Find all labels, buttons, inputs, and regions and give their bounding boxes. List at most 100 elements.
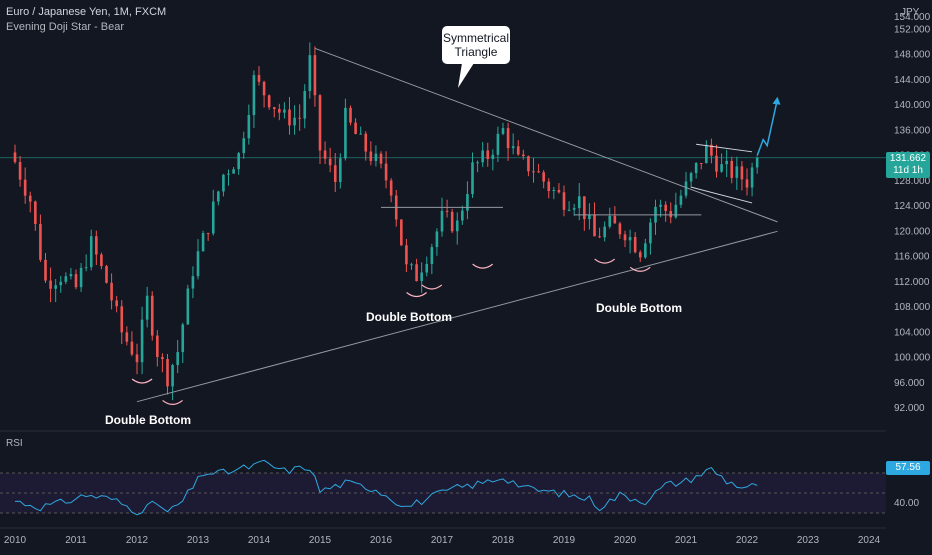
candle xyxy=(110,273,113,310)
candle-body xyxy=(633,236,637,253)
candle-body xyxy=(100,254,103,267)
candle xyxy=(206,232,210,241)
candle-body xyxy=(740,166,744,180)
candle-body xyxy=(557,189,561,193)
candle-body xyxy=(150,295,154,336)
candle-body xyxy=(227,173,230,175)
time-tick-label: 2015 xyxy=(309,535,332,546)
candle xyxy=(618,221,622,239)
price-tick-label: 128.000 xyxy=(894,176,931,187)
candle-body xyxy=(542,172,545,182)
candle-body xyxy=(125,332,129,342)
candle-body xyxy=(466,194,469,211)
candle-body xyxy=(283,109,286,113)
candle-body xyxy=(669,210,673,218)
candle xyxy=(354,118,357,135)
candle xyxy=(710,138,713,164)
candle xyxy=(735,156,739,190)
candle-body xyxy=(313,55,317,96)
candle xyxy=(303,84,307,129)
candle-body xyxy=(567,209,571,211)
candle-body xyxy=(308,55,312,92)
candle xyxy=(186,284,190,325)
candle xyxy=(39,214,42,262)
candle-body xyxy=(613,215,617,224)
double-bottom-arc xyxy=(594,258,616,264)
candle xyxy=(598,227,601,239)
candle-body xyxy=(206,233,210,235)
candle xyxy=(730,156,734,184)
candle-body xyxy=(562,192,566,210)
candle-body xyxy=(547,181,551,192)
price-tick-label: 136.000 xyxy=(894,125,931,136)
candle xyxy=(201,230,205,252)
candle-body xyxy=(74,274,78,288)
candle-body xyxy=(354,122,357,135)
candle-body xyxy=(110,282,113,301)
candle-body xyxy=(369,151,373,161)
time-tick-label: 2022 xyxy=(736,535,759,546)
candle xyxy=(105,264,108,284)
candle xyxy=(720,153,723,173)
candle xyxy=(522,149,525,160)
candle xyxy=(191,266,195,299)
candle-body xyxy=(389,180,393,196)
candle xyxy=(54,279,57,303)
candle xyxy=(440,197,444,237)
candle-body xyxy=(201,233,205,252)
candle-body xyxy=(171,365,174,387)
candle-body xyxy=(435,231,439,248)
candle-body xyxy=(689,173,693,182)
candle xyxy=(466,181,469,220)
time-tick-label: 2019 xyxy=(553,535,576,546)
candle xyxy=(272,106,276,118)
candle xyxy=(567,201,571,212)
double-bottom-arc xyxy=(629,266,651,272)
candle-body xyxy=(344,107,347,159)
candle xyxy=(237,151,240,175)
candle-body xyxy=(481,150,484,163)
candle xyxy=(196,239,200,280)
candle xyxy=(278,103,281,121)
time-tick-label: 2021 xyxy=(675,535,698,546)
price-tick-label: 108.000 xyxy=(894,302,931,313)
projection-arrow xyxy=(756,98,779,156)
time-tick-label: 2012 xyxy=(126,535,149,546)
candle xyxy=(501,122,505,136)
candle-body xyxy=(455,220,459,232)
candle xyxy=(232,166,235,174)
candle xyxy=(176,339,179,374)
candle-body xyxy=(649,222,652,244)
candle-body xyxy=(262,81,266,96)
candle xyxy=(23,167,27,204)
candle xyxy=(323,141,327,165)
double-bottom-arc xyxy=(472,263,494,269)
rsi-current-value: 57.56 xyxy=(895,462,921,473)
candle xyxy=(659,199,662,218)
candle-body xyxy=(572,208,576,210)
candle xyxy=(389,178,393,203)
time-tick-label: 2016 xyxy=(370,535,393,546)
candle-body xyxy=(430,247,434,264)
rsi-label: RSI xyxy=(6,438,23,449)
candle-body xyxy=(699,163,703,165)
candle xyxy=(156,330,159,367)
candle xyxy=(125,326,129,346)
candle-body xyxy=(298,117,301,119)
candle xyxy=(430,243,434,275)
candle-body xyxy=(522,154,525,157)
callout-pointer xyxy=(458,63,474,88)
price-tick-label: 112.000 xyxy=(894,277,930,288)
candle-body xyxy=(405,245,408,265)
candle-body xyxy=(644,243,647,258)
candle-body xyxy=(537,171,540,173)
candle xyxy=(537,163,540,173)
candle xyxy=(410,262,413,270)
time-tick-label: 2023 xyxy=(797,535,820,546)
countdown-value: 11d 1h xyxy=(893,165,923,176)
candle-body xyxy=(196,251,200,277)
candle-body xyxy=(440,210,444,232)
candle-body xyxy=(222,174,225,192)
candle-body xyxy=(664,204,667,211)
